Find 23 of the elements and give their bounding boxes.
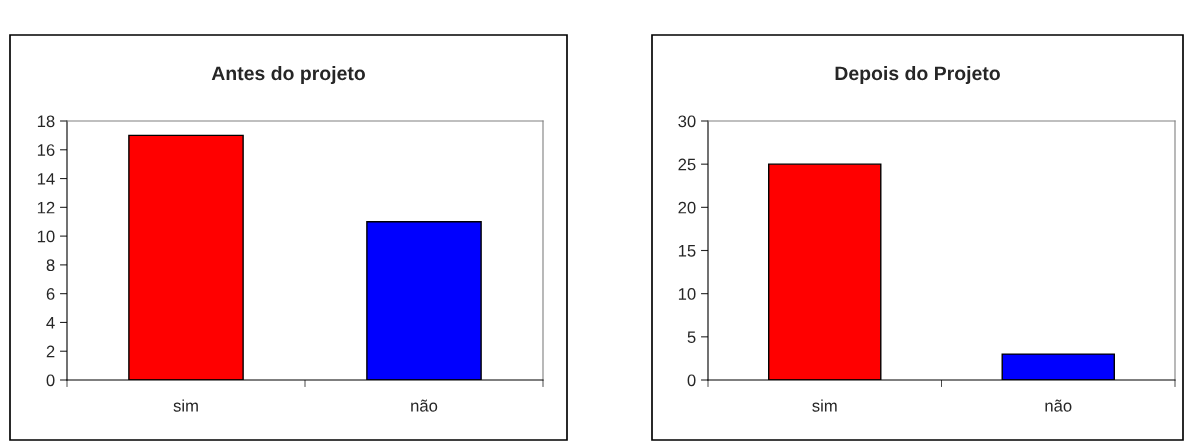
y-tick-label: 2: [46, 345, 55, 358]
x-tick-label: sim: [173, 399, 198, 412]
y-tick-label: 15: [678, 245, 696, 257]
y-tick-label: 14: [37, 173, 55, 185]
x-tick-label: não: [411, 399, 438, 412]
y-tick-label: 20: [678, 201, 696, 214]
y-tick-label: 8: [46, 259, 55, 272]
y-tick-label: 6: [46, 288, 55, 300]
y-tick-label: 18: [37, 115, 55, 128]
y-tick-label: 16: [37, 144, 55, 156]
chart-title: Depois do Projeto: [835, 65, 1000, 85]
y-tick-label: 12: [37, 201, 55, 214]
y-tick-label: 25: [678, 158, 696, 171]
y-tick-label: 5: [687, 331, 696, 344]
y-tick-label: 10: [678, 288, 696, 300]
chart-title: Antes do projeto: [211, 65, 365, 85]
x-tick-label: sim: [812, 399, 837, 412]
y-tick-label: 10: [37, 230, 55, 243]
y-tick-label: 30: [678, 115, 696, 128]
y-tick-label: 0: [687, 374, 696, 387]
y-tick-label: 0: [46, 374, 55, 387]
x-tick-label: não: [1045, 399, 1072, 412]
y-tick-label: 4: [46, 317, 55, 329]
